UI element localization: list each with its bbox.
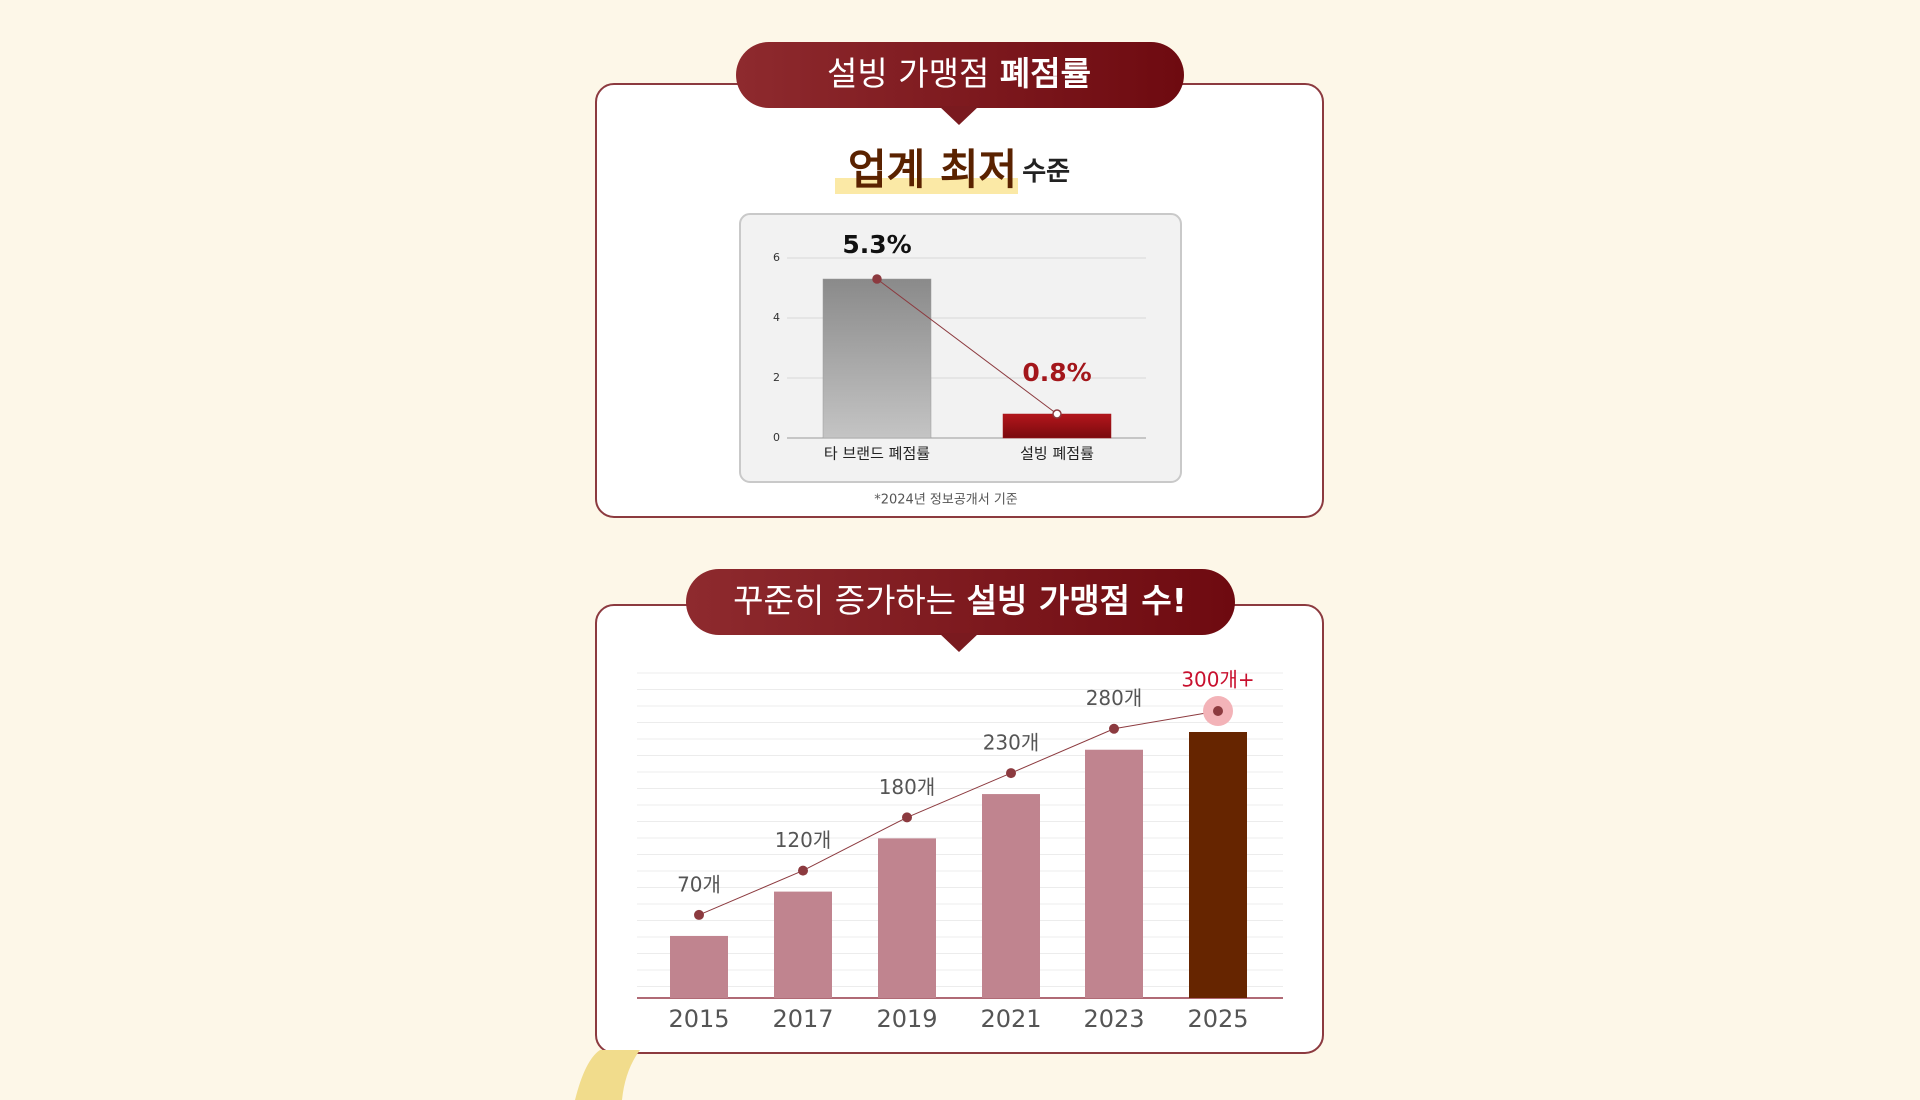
note: *2024년 정보공개서 기준	[874, 493, 1018, 508]
value-label: 300개+	[1181, 668, 1254, 692]
subtitle-suffix: 수준	[1022, 157, 1070, 187]
trend-point	[798, 865, 808, 876]
x-tick-label: 2017	[772, 1005, 833, 1033]
trend-point	[902, 812, 912, 823]
title: 설빙 가맹점	[827, 54, 989, 93]
x-tick-label: 2019	[876, 1005, 937, 1033]
highlight	[835, 178, 1018, 194]
value-label: 180개	[879, 775, 936, 799]
bar	[1085, 749, 1143, 998]
bar	[1189, 732, 1247, 998]
trend-point	[1109, 723, 1119, 734]
value-label: 70개	[677, 872, 721, 896]
chart-box	[739, 213, 1182, 483]
value-label: 0.8%	[1022, 358, 1091, 387]
value-label: 230개	[983, 731, 1040, 755]
value-label: 280개	[1086, 686, 1143, 710]
trend-point	[1213, 706, 1223, 716]
pill-arrow	[939, 633, 979, 652]
x-tick-label: 타 브랜드 폐점률	[824, 445, 930, 463]
x-tick-label: 2025	[1187, 1005, 1248, 1033]
decoration	[575, 1050, 640, 1100]
header-pill	[736, 42, 1184, 108]
trend-point	[1052, 409, 1062, 419]
subtitle: 업계 최저 수준	[848, 145, 1070, 194]
trend-line	[698, 710, 1219, 916]
header-title: 설빙 가맹점 폐점률	[827, 54, 1091, 93]
title-emphasis: 폐점률	[1000, 54, 1091, 93]
header-pill	[686, 569, 1235, 635]
title: 꾸준히 증가하는	[733, 581, 956, 620]
y-tick-label: 6	[773, 251, 780, 264]
trend-point	[1006, 768, 1016, 779]
value-label: 120개	[775, 828, 832, 852]
bar	[670, 935, 728, 998]
bar	[982, 794, 1040, 998]
title-emphasis: 설빙 가맹점 수!	[967, 581, 1187, 620]
background-lines	[637, 672, 1283, 987]
bar	[774, 891, 832, 998]
header-title: 꾸준히 증가하는 설빙 가맹점 수!	[733, 581, 1187, 620]
trend-point	[694, 909, 704, 920]
y-tick-label: 2	[773, 371, 780, 384]
y-tick-label: 0	[773, 431, 780, 444]
x-tick-label: 2023	[1083, 1005, 1144, 1033]
pill-arrow	[939, 106, 979, 125]
value-label: 5.3%	[842, 230, 911, 259]
y-tick-label: 4	[773, 311, 780, 324]
x-tick-label: 2015	[668, 1005, 729, 1033]
x-tick-label: 설빙 폐점률	[1020, 445, 1094, 463]
x-tick-label: 2021	[980, 1005, 1041, 1033]
trend-point	[872, 274, 882, 284]
bar	[878, 838, 936, 998]
trend-line	[876, 278, 1058, 415]
subtitle-main: 업계 최저	[848, 145, 1017, 194]
bar	[822, 278, 932, 439]
